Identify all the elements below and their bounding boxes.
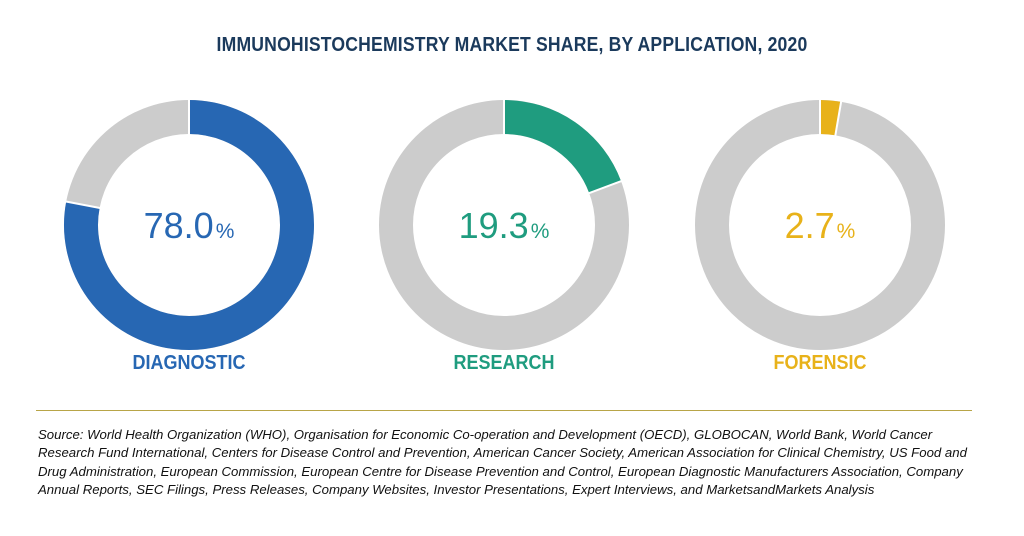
diagnostic-value-label: 78.0%	[144, 205, 235, 246]
forensic-slice-separator	[834, 100, 843, 137]
chart-title: IMMUNOHISTOCHEMISTRY MARKET SHARE, BY AP…	[216, 34, 808, 56]
diagnostic-slice	[64, 100, 314, 350]
forensic-slice	[819, 100, 842, 136]
forensic-value-label: 2.7%	[785, 205, 856, 246]
research-slice-separator	[587, 179, 623, 195]
forensic-donut: 2.7%	[695, 99, 945, 350]
research-donut: 19.3%	[379, 99, 629, 350]
source-note: Source: World Health Organization (WHO),…	[38, 427, 967, 498]
diagnostic-donut: 78.0%	[64, 99, 314, 350]
forensic-category-label: FORENSIC	[773, 352, 867, 374]
research-category-label: RESEARCH	[453, 352, 555, 374]
research-slice	[503, 100, 622, 194]
diagnostic-category-label: DIAGNOSTIC	[132, 352, 246, 374]
divider	[36, 410, 972, 411]
diagnostic-slice-separator	[65, 200, 101, 210]
research-value-label: 19.3%	[459, 205, 550, 246]
